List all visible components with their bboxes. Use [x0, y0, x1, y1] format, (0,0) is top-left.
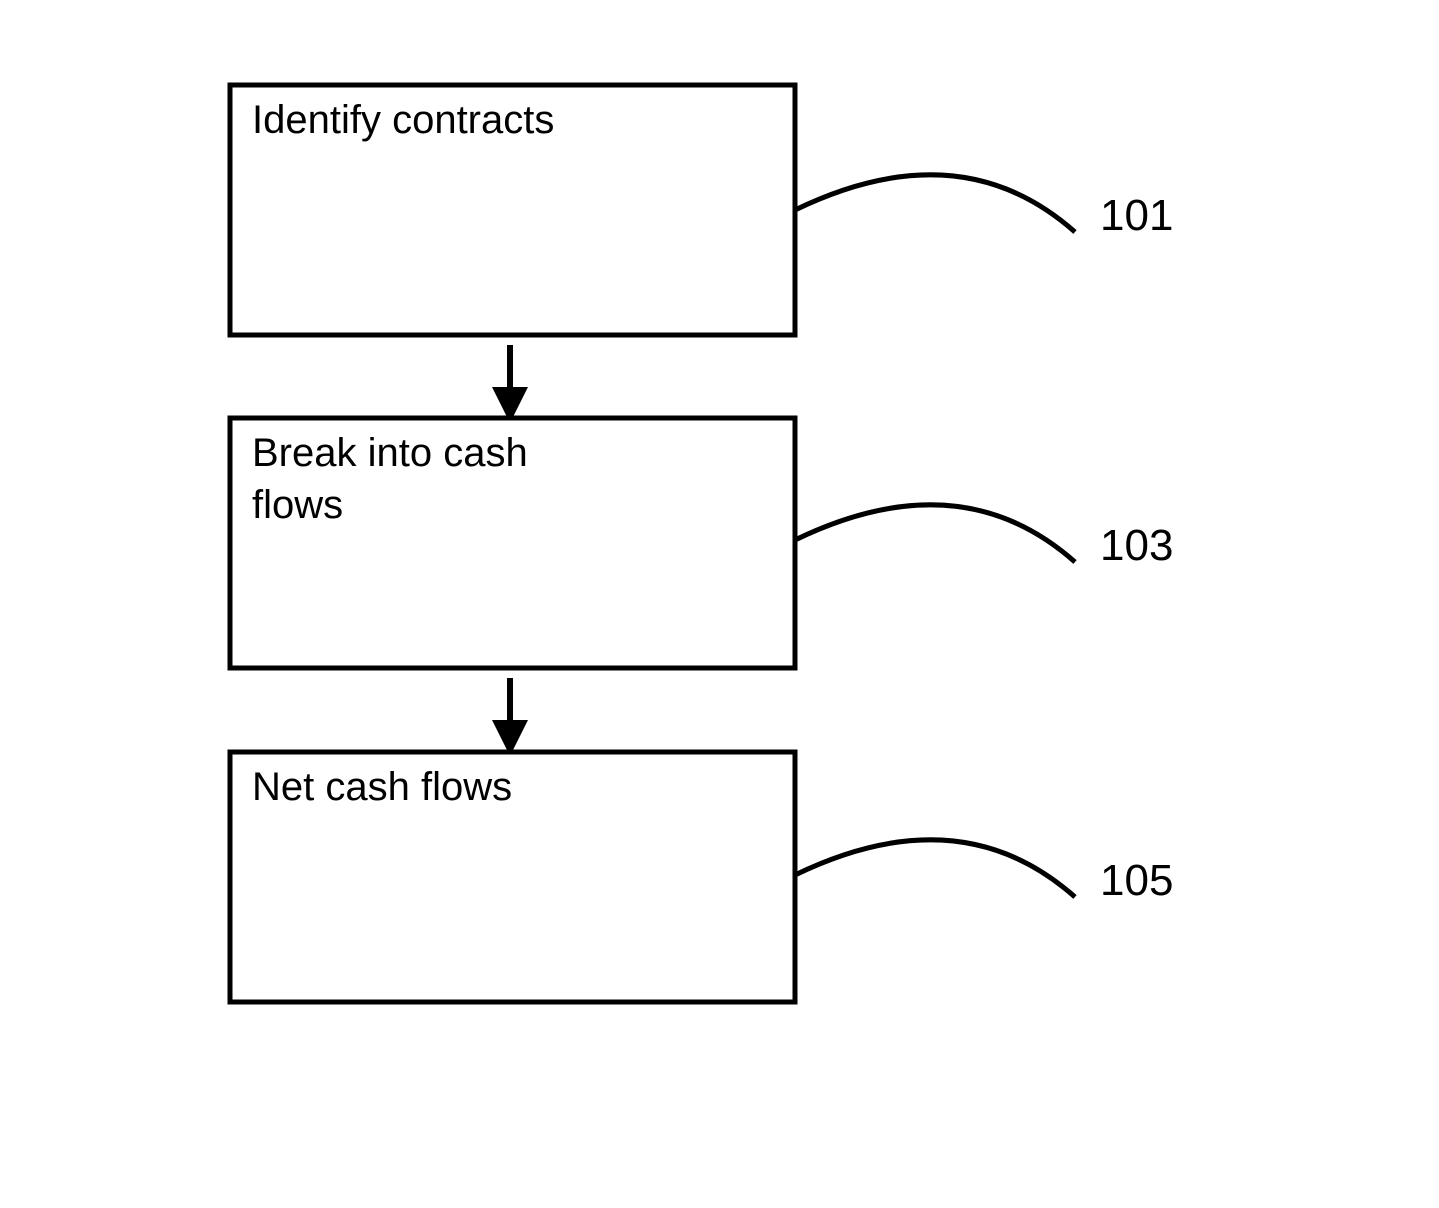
reference-number: 101	[1100, 191, 1173, 240]
reference-number: 105	[1100, 856, 1173, 905]
reference-callout-line	[795, 840, 1075, 897]
reference-number: 103	[1100, 521, 1173, 570]
flowchart-step-label: Break into cash	[252, 431, 528, 475]
flowchart-step-label: Net cash flows	[252, 765, 512, 809]
reference-callout-line	[795, 175, 1075, 232]
flowchart-step-label: flows	[252, 483, 343, 527]
flowchart-step-label: Identify contracts	[252, 98, 554, 142]
reference-callout-line	[795, 505, 1075, 562]
